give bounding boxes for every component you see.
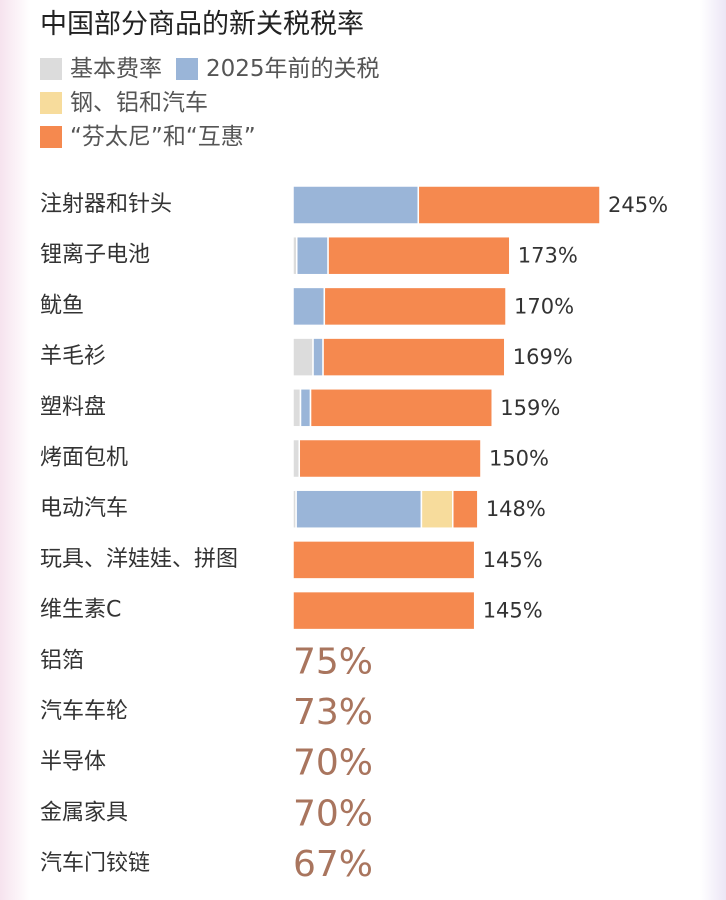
legend-label: 基本费率: [70, 56, 162, 82]
bar-segment: [296, 235, 329, 276]
category-label: 电动汽车: [40, 496, 128, 521]
value-label: 159%: [500, 396, 560, 420]
legend-swatch: [40, 126, 62, 148]
value-label: 70%: [293, 743, 373, 784]
legend-swatch: [40, 58, 62, 80]
value-label: 73%: [293, 692, 373, 733]
value-label: 150%: [489, 447, 549, 471]
value-label: 173%: [518, 244, 578, 268]
value-label: 169%: [513, 345, 573, 369]
bar-segment: [322, 337, 506, 377]
chart-title: 中国部分商品的新关税税率: [40, 9, 364, 40]
category-label: 锂离子电池: [40, 243, 150, 268]
category-label: 塑料盘: [40, 395, 106, 420]
category-label: 羊毛衫: [40, 344, 106, 369]
value-label: 145%: [483, 548, 543, 572]
bar-segment: [292, 388, 302, 428]
legend-label: 2025年前的关税: [206, 56, 380, 82]
bar-segment: [292, 185, 420, 225]
legend-label: 钢、铝和汽车: [70, 90, 208, 116]
value-label: 170%: [514, 294, 574, 318]
bar-segment: [309, 388, 493, 428]
category-label: 烤面包机: [40, 446, 128, 471]
legend-item: 2025年前的关税: [176, 52, 380, 86]
legend: 基本费率 2025年前的关税钢、铝和汽车 “芬太尼”和“互惠”: [40, 52, 400, 154]
bar-segment: [452, 489, 479, 529]
bar-segment: [327, 235, 511, 276]
bar-segment: [312, 337, 324, 377]
bar-segment: [292, 438, 301, 479]
value-label: 70%: [293, 793, 373, 834]
legend-item: 基本费率: [40, 52, 162, 86]
legend-label: “芬太尼”和“互惠”: [70, 124, 256, 150]
category-label: 鱿鱼: [40, 293, 84, 318]
value-label: 75%: [293, 641, 373, 682]
value-label: 148%: [486, 497, 546, 521]
bar-segment: [298, 438, 482, 479]
legend-swatch: [176, 58, 198, 80]
category-label: 维生素C: [40, 598, 121, 623]
bar-segment: [420, 489, 454, 529]
category-label: 汽车车轮: [40, 699, 128, 724]
legend-swatch: [40, 92, 62, 114]
value-label: 145%: [483, 599, 543, 623]
value-label: 67%: [293, 844, 373, 885]
category-label: 汽车门铰链: [40, 851, 150, 876]
bar-segment: [295, 489, 423, 529]
bar-segment: [292, 590, 476, 631]
category-label: 半导体: [40, 750, 106, 775]
category-label: 铝箔: [40, 648, 84, 673]
category-label: 金属家具: [40, 800, 128, 825]
value-label: 245%: [608, 193, 668, 217]
category-label: 注射器和针头: [40, 192, 172, 217]
bar-segment: [323, 286, 507, 327]
legend-item: “芬太尼”和“互惠”: [40, 120, 256, 154]
bar-segment: [417, 185, 601, 225]
bar-segment: [292, 540, 476, 580]
category-label: 玩具、洋娃娃、拼图: [40, 547, 238, 572]
bar-segment: [292, 337, 314, 377]
bar-segment: [299, 388, 312, 428]
bar-segment: [292, 286, 326, 327]
legend-item: 钢、铝和汽车: [40, 86, 208, 120]
